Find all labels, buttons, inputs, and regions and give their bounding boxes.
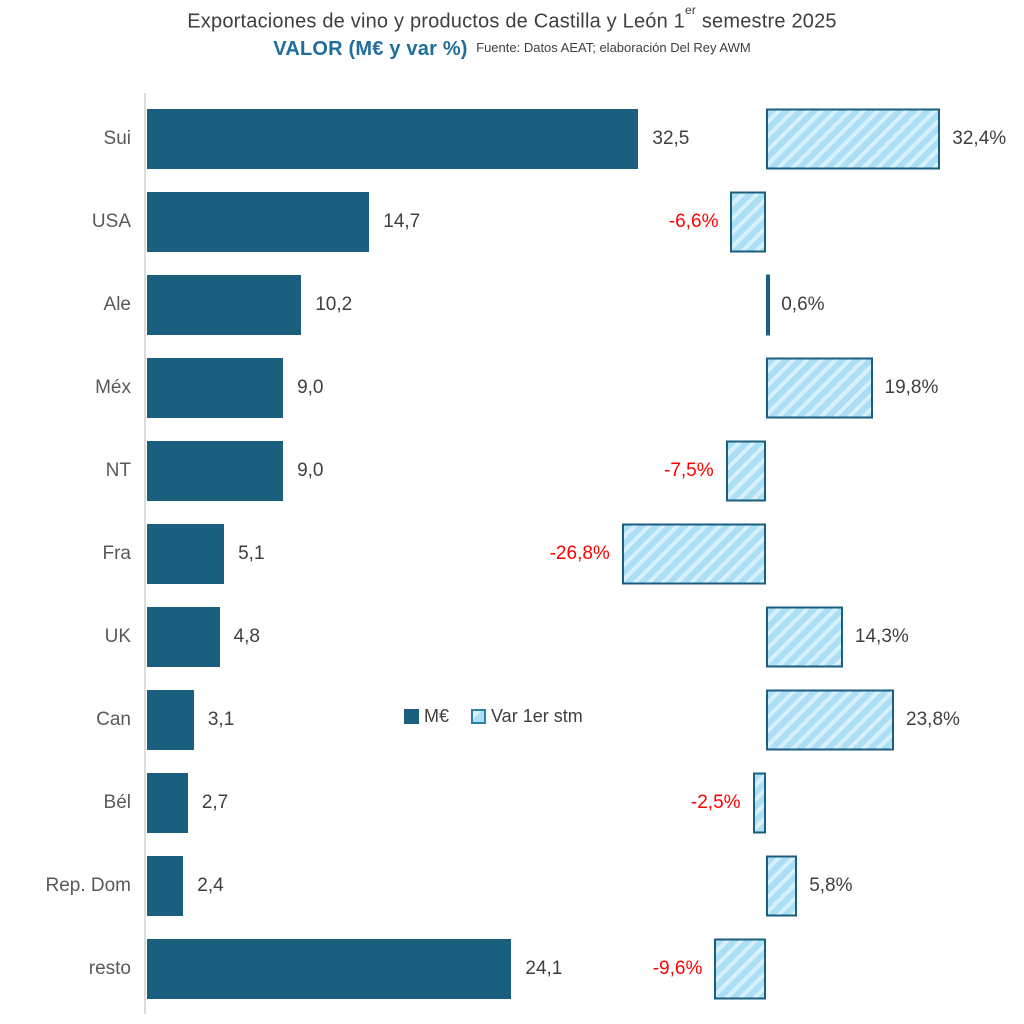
value-bar: [147, 938, 512, 999]
var-bar: [752, 772, 766, 833]
category-label: USA: [91, 210, 131, 232]
category-label: Rep. Dom: [45, 874, 131, 896]
var-label: 5,8%: [809, 874, 853, 896]
chart-title-text: Exportaciones de vino y productos de Cas…: [187, 10, 686, 33]
var-bar: [766, 357, 873, 418]
var-label: -6,6%: [668, 210, 719, 232]
var-label: 0,6%: [781, 293, 825, 315]
chart-title-suffix: semestre 2025: [696, 10, 837, 33]
bar-row: UK 4,8 14,3%: [0, 595, 1024, 678]
value-bar: [147, 689, 194, 750]
value-label: 9,0: [297, 376, 324, 398]
category-label: NT: [105, 459, 131, 481]
var-label: 19,8%: [884, 376, 939, 398]
legend-swatch-me-icon: [404, 709, 419, 724]
var-bar: [725, 440, 766, 501]
var-bar: [730, 191, 766, 252]
value-label: 24,1: [525, 957, 563, 979]
bar-row: Fra 5,1 -26,8%: [0, 512, 1024, 595]
value-bar: [147, 108, 639, 169]
bar-rows: Sui 32,5 32,4% USA 14,7 -6,6% Ale 10,2 0…: [0, 97, 1024, 1010]
var-label: -26,8%: [549, 542, 610, 564]
category-axis-line: [144, 93, 146, 1014]
var-label: 23,8%: [906, 708, 960, 730]
bar-row: Ale 10,2 0,6%: [0, 263, 1024, 346]
var-bar: [766, 855, 798, 916]
value-bar: [147, 440, 284, 501]
value-label: 32,5: [652, 127, 690, 149]
value-bar: [147, 357, 284, 418]
category-label: Sui: [103, 127, 131, 149]
value-label: 9,0: [297, 459, 324, 481]
value-label: 4,8: [233, 625, 260, 647]
value-label: 5,1: [238, 542, 265, 564]
bar-row: resto 24,1 -9,6%: [0, 927, 1024, 1010]
var-label: -7,5%: [664, 459, 714, 481]
category-label: Bél: [103, 791, 131, 813]
category-label: Can: [96, 708, 131, 730]
value-label: 2,7: [201, 791, 229, 813]
var-bar: [714, 938, 766, 999]
category-label: Méx: [95, 376, 131, 398]
bar-row: Sui 32,5 32,4%: [0, 97, 1024, 180]
bar-row: NT 9,0 -7,5%: [0, 429, 1024, 512]
category-label: Fra: [102, 542, 132, 564]
bar-row: Bél 2,7 -2,5%: [0, 761, 1024, 844]
chart-title-superscript: er: [685, 3, 697, 17]
var-bar: [621, 523, 766, 584]
bar-row: Méx 9,0 19,8%: [0, 346, 1024, 429]
legend-label-var: Var 1er stm: [491, 706, 583, 726]
value-bar: [147, 772, 188, 833]
bar-row: USA 14,7 -6,6%: [0, 180, 1024, 263]
value-bar: [147, 274, 302, 335]
value-bar: [147, 606, 220, 667]
var-bar: [766, 108, 941, 169]
chart-subtitle-line: VALOR (M€ y var %) Fuente: Datos AEAT; e…: [0, 38, 1024, 61]
legend: M€ Var 1er stm: [404, 706, 583, 727]
value-bar: [147, 855, 184, 916]
value-label: 3,1: [207, 708, 235, 730]
value-bar: [147, 191, 370, 252]
value-label: 14,7: [383, 210, 421, 232]
legend-swatch-var-icon: [471, 709, 487, 724]
chart-subtitle: VALOR (M€ y var %): [273, 38, 468, 60]
chart-title: Exportaciones de vino y productos de Cas…: [0, 3, 1024, 34]
bar-row: Rep. Dom 2,4 5,8%: [0, 844, 1024, 927]
value-bar: [147, 523, 225, 584]
var-label: -9,6%: [652, 957, 703, 979]
var-bar: [766, 689, 895, 750]
source-note: Fuente: Datos AEAT; elaboración Del Rey …: [476, 40, 751, 55]
plot-area: Sui 32,5 32,4% USA 14,7 -6,6% Ale 10,2 0…: [0, 93, 1024, 1014]
var-bar: [766, 274, 770, 335]
var-label: -2,5%: [690, 791, 741, 813]
legend-label-me: M€: [424, 706, 450, 726]
var-bar: [766, 606, 843, 667]
value-label: 10,2: [315, 293, 353, 315]
var-label: 14,3%: [854, 625, 909, 647]
value-label: 2,4: [197, 874, 224, 896]
category-label: UK: [104, 625, 131, 647]
category-label: Ale: [103, 293, 131, 315]
var-label: 32,4%: [952, 127, 1007, 149]
category-label: resto: [88, 957, 131, 979]
bar-row: Can 3,1 23,8%: [0, 678, 1024, 761]
